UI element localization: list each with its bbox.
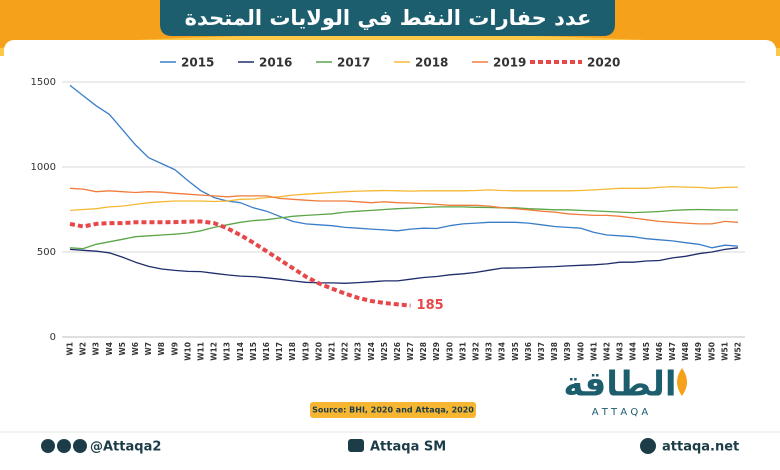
- series-line: [69, 84, 739, 249]
- x-tick-label: W26: [393, 342, 402, 361]
- x-tick-label: W6: [131, 342, 140, 356]
- logo-drop: [677, 368, 687, 396]
- x-tick-label: W28: [419, 342, 428, 361]
- x-tick-label: W49: [694, 342, 703, 361]
- title-tab: [160, 0, 615, 36]
- legend-label: 2015: [181, 56, 214, 70]
- y-tick-label: 1500: [31, 77, 56, 88]
- x-tick-label: W21: [327, 342, 336, 361]
- icon-instagram: [57, 439, 71, 453]
- x-tick-label: W31: [458, 342, 467, 361]
- x-tick-label: W42: [603, 342, 612, 361]
- x-tick-label: W22: [341, 342, 350, 361]
- legend-label: 2018: [415, 56, 448, 70]
- x-tick-label: W10: [183, 342, 192, 361]
- series-line: [69, 219, 411, 308]
- x-tick-label: W18: [288, 342, 297, 361]
- x-tick-label: W13: [223, 342, 232, 361]
- x-tick-label: W12: [210, 342, 219, 361]
- footer-social: @Attaqa2: [90, 440, 161, 455]
- x-tick-label: W8: [157, 342, 166, 356]
- x-tick-label: W15: [249, 342, 258, 361]
- x-tick-label: W3: [92, 342, 101, 356]
- logo-latin: A T T A Q A: [592, 407, 649, 418]
- x-tick-label: W19: [301, 342, 310, 361]
- x-tick-label: W44: [629, 342, 638, 361]
- x-tick-label: W1: [66, 342, 75, 356]
- x-tick-label: W34: [498, 342, 507, 361]
- data-label: 185: [417, 298, 444, 313]
- x-tick-label: W4: [105, 342, 114, 356]
- legend-label: 2019: [493, 56, 526, 70]
- icon-web: [640, 438, 656, 454]
- x-tick-label: W23: [354, 342, 363, 361]
- icon-whatsapp: [41, 439, 55, 453]
- legend-label: 2020: [587, 56, 620, 70]
- x-tick-label: W52: [734, 342, 743, 361]
- footer-website: attaqa.net: [662, 440, 739, 455]
- panel: [4, 40, 776, 430]
- legend-label: 2016: [259, 56, 292, 70]
- x-tick-label: W37: [537, 342, 546, 361]
- x-tick-label: W45: [642, 342, 651, 361]
- x-tick-label: W47: [668, 342, 677, 361]
- x-tick-label: W50: [707, 342, 716, 361]
- series-line: [69, 187, 739, 225]
- x-tick-label: W48: [681, 342, 690, 361]
- x-tick-label: W39: [563, 342, 572, 361]
- x-tick-label: W46: [655, 342, 664, 361]
- x-tick-label: W7: [144, 342, 153, 356]
- x-tick-label: W14: [236, 342, 245, 361]
- x-tick-label: W43: [616, 342, 625, 361]
- logo-name: الطاقة: [563, 365, 676, 405]
- x-tick-label: W38: [550, 342, 559, 361]
- x-tick-label: W33: [485, 342, 494, 361]
- x-tick-label: W27: [406, 342, 415, 361]
- x-tick-label: W2: [79, 342, 88, 356]
- x-tick-label: W5: [118, 342, 127, 356]
- series-line: [69, 247, 739, 284]
- x-tick-label: W32: [472, 342, 481, 361]
- y-tick-label: 0: [50, 332, 56, 343]
- x-tick-label: W20: [314, 342, 323, 361]
- x-tick-label: W36: [524, 342, 533, 361]
- series-line: [69, 185, 739, 212]
- x-tick-label: W35: [511, 342, 520, 361]
- y-tick-label: 500: [37, 247, 56, 258]
- footer-icons: [41, 438, 656, 454]
- series-line: [69, 206, 738, 250]
- x-tick-label: W30: [445, 342, 454, 361]
- footer-youtube: Attaqa SM: [370, 440, 446, 455]
- icon-facebook: [73, 439, 87, 453]
- plot: 0 500 1000 1500 W1 W2 W3 W4 W5 W6 W7 W8 W9 W10 W11 W12 W…: [31, 56, 745, 361]
- x-tick-label: W29: [432, 342, 441, 361]
- y-tick-label: 1000: [31, 162, 56, 173]
- source: Source: BHI, 2020 and Attaqa, 2020: [312, 406, 474, 415]
- x-tick-label: W17: [275, 342, 284, 361]
- source-box: [310, 402, 476, 418]
- x-tick-label: W24: [367, 342, 376, 361]
- x-tick-label: W11: [196, 342, 205, 361]
- x-tick-label: W9: [170, 342, 179, 356]
- x-tick-label: W40: [576, 342, 585, 361]
- chart-title: عدد حفارات النفط في الولايات المتحدة: [185, 6, 592, 30]
- icon-youtube: [348, 439, 364, 452]
- x-tick-label: W41: [589, 342, 598, 361]
- legend-label: 2017: [337, 56, 370, 70]
- x-tick-label: W51: [720, 342, 729, 361]
- x-tick-label: W16: [262, 342, 271, 361]
- x-tick-label: W25: [380, 342, 389, 361]
